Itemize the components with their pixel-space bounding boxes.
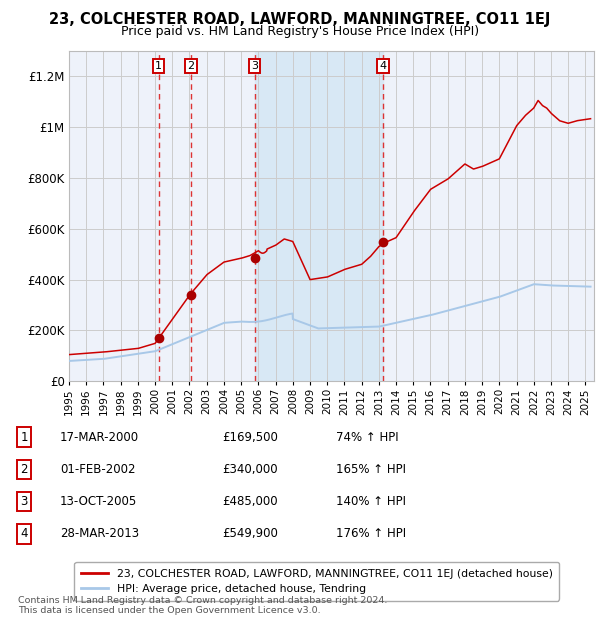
Bar bbox=[254, 51, 383, 381]
Text: £169,500: £169,500 bbox=[222, 431, 278, 443]
Text: 01-FEB-2002: 01-FEB-2002 bbox=[60, 463, 136, 476]
Text: 17-MAR-2000: 17-MAR-2000 bbox=[60, 431, 139, 443]
Text: £340,000: £340,000 bbox=[222, 463, 278, 476]
Text: 3: 3 bbox=[251, 61, 258, 71]
Text: Price paid vs. HM Land Registry's House Price Index (HPI): Price paid vs. HM Land Registry's House … bbox=[121, 25, 479, 38]
Text: Contains HM Land Registry data © Crown copyright and database right 2024.: Contains HM Land Registry data © Crown c… bbox=[18, 596, 388, 605]
Text: 3: 3 bbox=[20, 495, 28, 508]
Text: £485,000: £485,000 bbox=[222, 495, 278, 508]
Text: 4: 4 bbox=[379, 61, 386, 71]
Text: 176% ↑ HPI: 176% ↑ HPI bbox=[336, 528, 406, 540]
Text: 13-OCT-2005: 13-OCT-2005 bbox=[60, 495, 137, 508]
Text: 1: 1 bbox=[155, 61, 162, 71]
Text: £549,900: £549,900 bbox=[222, 528, 278, 540]
Text: 74% ↑ HPI: 74% ↑ HPI bbox=[336, 431, 398, 443]
Text: 140% ↑ HPI: 140% ↑ HPI bbox=[336, 495, 406, 508]
Text: 4: 4 bbox=[20, 528, 28, 540]
Text: 23, COLCHESTER ROAD, LAWFORD, MANNINGTREE, CO11 1EJ: 23, COLCHESTER ROAD, LAWFORD, MANNINGTRE… bbox=[49, 12, 551, 27]
Text: 2: 2 bbox=[20, 463, 28, 476]
Text: 2: 2 bbox=[187, 61, 194, 71]
Text: 28-MAR-2013: 28-MAR-2013 bbox=[60, 528, 139, 540]
Text: This data is licensed under the Open Government Licence v3.0.: This data is licensed under the Open Gov… bbox=[18, 606, 320, 615]
Legend: 23, COLCHESTER ROAD, LAWFORD, MANNINGTREE, CO11 1EJ (detached house), HPI: Avera: 23, COLCHESTER ROAD, LAWFORD, MANNINGTRE… bbox=[74, 562, 559, 601]
Text: 165% ↑ HPI: 165% ↑ HPI bbox=[336, 463, 406, 476]
Text: 1: 1 bbox=[20, 431, 28, 443]
